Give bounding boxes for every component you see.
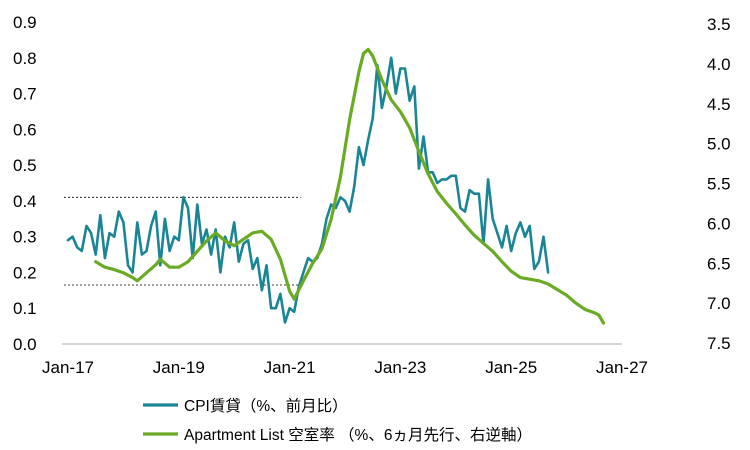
x-tick-label: Jan-23 bbox=[374, 358, 426, 377]
y-left-tick-label: 0.9 bbox=[13, 13, 37, 32]
x-tick-label: Jan-17 bbox=[42, 358, 94, 377]
y-axis-left: 0.0 0.1 0.2 0.3 0.4 0.5 0.6 0.7 0.8 0.9 bbox=[13, 13, 37, 354]
y-right-tick-label: 5.5 bbox=[707, 175, 731, 194]
y-left-tick-label: 0.1 bbox=[13, 299, 37, 318]
x-tick-labels: Jan-17 Jan-19 Jan-21 Jan-23 Jan-25 Jan-27 bbox=[42, 358, 648, 377]
y-left-tick-label: 0.8 bbox=[13, 49, 37, 68]
legend: CPI賃貸（%、前月比） Apartment List 空室率 （%、6ヵ月先行、… bbox=[143, 397, 532, 444]
y-right-tick-label: 5.0 bbox=[707, 135, 731, 154]
x-tick-label: Jan-19 bbox=[153, 358, 205, 377]
y-right-tick-label: 7.0 bbox=[707, 294, 731, 313]
y-right-tick-label: 6.5 bbox=[707, 254, 731, 273]
series-line-1 bbox=[66, 56, 550, 324]
legend-label-2: Apartment List 空室率 （%、6ヵ月先行、右逆軸） bbox=[184, 426, 532, 444]
y-left-tick-label: 0.3 bbox=[13, 228, 37, 247]
y-left-tick-label: 0.0 bbox=[13, 335, 37, 354]
y-right-tick-label: 4.0 bbox=[707, 55, 731, 74]
series-group bbox=[66, 47, 606, 325]
y-right-tick-label: 3.5 bbox=[707, 15, 731, 34]
x-tick-label: Jan-21 bbox=[264, 358, 316, 377]
y-right-tick-label: 4.5 bbox=[707, 95, 731, 114]
y-left-tick-label: 0.7 bbox=[13, 85, 37, 104]
y-left-tick-label: 0.2 bbox=[13, 263, 37, 282]
y-axis-right: 3.5 4.0 4.5 5.0 5.5 6.0 6.5 7.0 7.5 bbox=[707, 15, 731, 353]
y-right-tick-label: 6.0 bbox=[707, 214, 731, 233]
x-tick-label: Jan-27 bbox=[596, 358, 648, 377]
y-right-tick-label: 7.5 bbox=[707, 334, 731, 353]
y-left-tick-label: 0.4 bbox=[13, 192, 37, 211]
series-line-2 bbox=[94, 47, 606, 325]
legend-label-1: CPI賃貸（%、前月比） bbox=[184, 397, 348, 415]
y-left-tick-label: 0.5 bbox=[13, 156, 37, 175]
y-left-tick-label: 0.6 bbox=[13, 120, 37, 139]
x-tick-label: Jan-25 bbox=[485, 358, 537, 377]
